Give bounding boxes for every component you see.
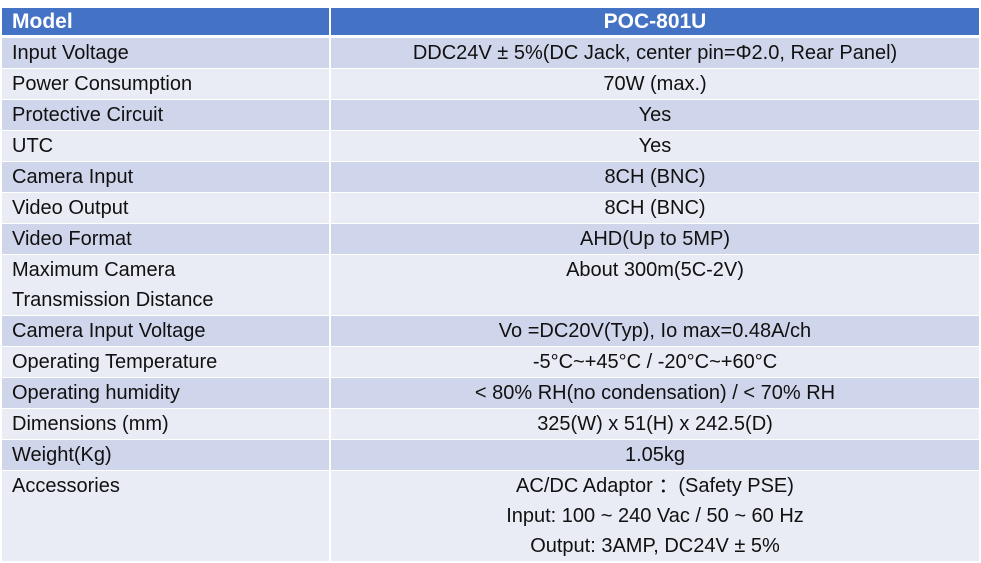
row-value: < 80% RH(no condensation) / < 70% RH	[330, 377, 979, 409]
row-value-line: Output: 3AMP, DC24V ± 5%	[530, 535, 780, 557]
row-value: 70W (max.)	[330, 68, 979, 100]
row-label: UTC	[2, 130, 331, 162]
row-camera-input: Camera Input 8CH (BNC)	[2, 161, 979, 193]
row-value-line: AC/DC Adaptor ：(Safety PSE)	[516, 475, 794, 497]
row-label-line: Maximum Camera	[12, 259, 176, 281]
row-label: Video Format	[2, 223, 331, 255]
spec-table: Model POC-801U Input Voltage DDC24V ± 5%…	[2, 8, 979, 562]
row-operating-humidity: Operating humidity < 80% RH(no condensat…	[2, 377, 979, 409]
row-operating-temperature: Operating Temperature -5°C~+45°C / -20°C…	[2, 346, 979, 378]
row-video-output: Video Output 8CH (BNC)	[2, 192, 979, 224]
row-label: Dimensions (mm)	[2, 408, 331, 440]
row-camera-input-voltage: Camera Input Voltage Vo =DC20V(Typ), Io …	[2, 315, 979, 347]
row-value: About 300m(5C-2V)	[330, 254, 979, 316]
row-value: Yes	[330, 99, 979, 131]
row-dimensions: Dimensions (mm) 325(W) x 51(H) x 242.5(D…	[2, 408, 979, 440]
row-accessories: Accessories AC/DC Adaptor ：(Safety PSE) …	[2, 470, 979, 562]
row-weight: Weight(Kg) 1.05kg	[2, 439, 979, 471]
row-value: AHD(Up to 5MP)	[330, 223, 979, 255]
row-label: Operating Temperature	[2, 346, 331, 378]
row-label: Power Consumption	[2, 68, 331, 100]
row-value: Vo =DC20V(Typ), Io max=0.48A/ch	[330, 315, 979, 347]
row-value-line: Input: 100 ~ 240 Vac / 50 ~ 60 Hz	[506, 505, 804, 527]
row-label: Camera Input Voltage	[2, 315, 331, 347]
row-value: 1.05kg	[330, 439, 979, 471]
header-model-name: POC-801U	[330, 8, 979, 38]
row-value: AC/DC Adaptor ：(Safety PSE) Input: 100 ~…	[330, 470, 979, 562]
row-transmission-distance: Maximum Camera Transmission Distance Abo…	[2, 254, 979, 316]
row-video-format: Video Format AHD(Up to 5MP)	[2, 223, 979, 255]
row-label: Camera Input	[2, 161, 331, 193]
row-label: Input Voltage	[2, 36, 331, 69]
row-value: -5°C~+45°C / -20°C~+60°C	[330, 346, 979, 378]
row-value: Yes	[330, 130, 979, 162]
row-label: Accessories	[2, 470, 331, 562]
row-label: Maximum Camera Transmission Distance	[2, 254, 331, 316]
row-value: 8CH (BNC)	[330, 192, 979, 224]
header-model: Model	[2, 8, 331, 38]
row-label: Weight(Kg)	[2, 439, 331, 471]
row-utc: UTC Yes	[2, 130, 979, 162]
row-value: 8CH (BNC)	[330, 161, 979, 193]
row-label: Protective Circuit	[2, 99, 331, 131]
row-input-voltage: Input Voltage DDC24V ± 5%(DC Jack, cente…	[2, 36, 979, 69]
row-protective-circuit: Protective Circuit Yes	[2, 99, 979, 131]
row-power-consumption: Power Consumption 70W (max.)	[2, 68, 979, 100]
row-value: DDC24V ± 5%(DC Jack, center pin=Φ2.0, Re…	[330, 36, 979, 69]
row-label: Video Output	[2, 192, 331, 224]
row-value: 325(W) x 51(H) x 242.5(D)	[330, 408, 979, 440]
header-row: Model POC-801U	[2, 8, 979, 38]
row-label: Operating humidity	[2, 377, 331, 409]
row-label-line: Transmission Distance	[12, 289, 214, 311]
